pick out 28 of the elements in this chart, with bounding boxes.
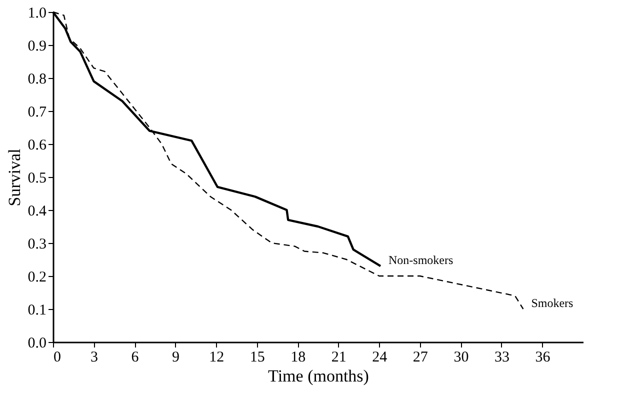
x-tick-label: 33 [494,350,510,366]
y-tick-label: 0.0 [28,336,46,352]
x-tick-label: 18 [290,350,306,366]
x-axis-title: Time (months) [268,366,369,386]
x-tick-label: 0 [54,350,61,366]
y-tick-label: 0.9 [28,38,46,54]
y-tick-label: 0.3 [28,236,46,252]
y-tick-label: 0.4 [28,204,47,220]
x-tick-label: 12 [209,350,224,366]
x-tick-label: 6 [131,350,140,366]
y-tick-label: 0.7 [28,104,47,120]
x-tick-label: 24 [372,350,388,366]
y-axis-title: Survival [4,148,24,206]
y-tick-label: 0.8 [28,72,46,88]
y-tick-label: 0.5 [28,170,46,186]
series-label: Non-smokers [388,253,454,268]
y-tick-label: 0.1 [28,302,46,318]
x-tick-label: 3 [90,350,98,366]
y-tick-label: 0.6 [28,138,47,154]
y-tick-label: 1.0 [28,6,46,22]
x-tick-label: 27 [412,350,428,366]
x-tick-label: 21 [331,350,346,366]
y-tick-label: 0.2 [28,270,46,286]
x-tick-label: 30 [454,350,469,366]
series-label: Smokers [531,296,574,310]
x-tick-label: 9 [172,350,180,366]
x-tick-label: 15 [250,350,265,366]
x-tick-label: 36 [535,350,551,366]
